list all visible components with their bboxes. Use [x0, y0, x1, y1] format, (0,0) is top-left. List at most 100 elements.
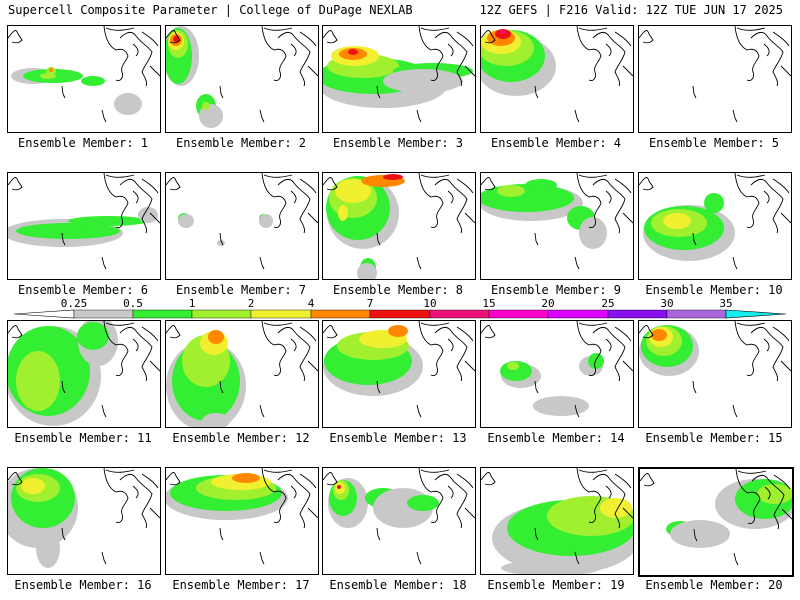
- map-outline: [141, 326, 159, 342]
- ensemble-member-panel: [638, 320, 792, 428]
- map-outline: [376, 85, 381, 99]
- map-outline: [692, 380, 697, 394]
- map-outline: [149, 65, 160, 77]
- ensemble-member-panel: [480, 172, 634, 280]
- scp-contour: [138, 207, 158, 223]
- map-outline: [614, 326, 632, 342]
- scp-contour: [501, 560, 601, 574]
- map-outline: [447, 190, 454, 204]
- map-outline: [418, 468, 444, 523]
- scp-contour: [407, 495, 439, 511]
- map-outline: [772, 178, 790, 194]
- map-outline: [101, 404, 107, 418]
- scp-field: [323, 173, 475, 279]
- map-outline: [456, 473, 474, 489]
- ensemble-member-panel: [165, 25, 319, 133]
- map-outline: [416, 256, 422, 270]
- map-outline: [534, 527, 539, 541]
- map-outline: [261, 468, 287, 523]
- ensemble-member-panel: [480, 25, 634, 133]
- scp-contour: [114, 93, 142, 115]
- ensemble-member-label: Ensemble Member: 5: [648, 136, 780, 150]
- scp-field: [481, 173, 633, 270]
- map-outline: [734, 26, 760, 81]
- map-outline: [622, 360, 633, 372]
- ensemble-member-panel: [7, 320, 161, 428]
- map-outline: [8, 30, 23, 44]
- ensemble-member-panel: [322, 25, 476, 133]
- ensemble-member-label: Ensemble Member: 7: [175, 283, 307, 297]
- map-outline: [736, 322, 766, 326]
- map-outline: [105, 322, 135, 326]
- map-outline: [141, 178, 159, 194]
- map-outline: [8, 325, 23, 339]
- map-outline: [307, 360, 318, 372]
- scp-field: [166, 468, 318, 565]
- map-outline: [119, 473, 153, 529]
- map-outline: [307, 507, 318, 519]
- scp-field: [166, 173, 318, 270]
- scp-contour: [16, 223, 120, 239]
- map-outline: [534, 380, 539, 394]
- colorbar-segment: [547, 309, 609, 319]
- scp-contour: [338, 205, 348, 221]
- scp-contour: [525, 179, 557, 191]
- map-outline: [132, 190, 139, 204]
- map-outline: [323, 325, 338, 339]
- map-outline: [764, 486, 771, 500]
- map-outline: [592, 473, 626, 529]
- map-outline: [574, 256, 580, 270]
- ensemble-member-label: Ensemble Member: 13: [329, 431, 467, 445]
- map-outline: [416, 109, 422, 123]
- scp-contour: [348, 49, 358, 55]
- map-outline: [149, 507, 160, 519]
- map-outline: [141, 473, 159, 489]
- ensemble-member-panel: [7, 172, 161, 280]
- colorbar-segment: [607, 309, 668, 319]
- scp-contour: [173, 36, 179, 42]
- scp-contour: [497, 185, 525, 197]
- map-outline: [605, 485, 612, 499]
- colorbar: [13, 309, 787, 319]
- ensemble-member-label: Ensemble Member: 15: [645, 431, 783, 445]
- map-outline: [605, 338, 612, 352]
- ensemble-member-panel: [638, 467, 794, 577]
- valid-time: 12Z GEFS | F216 Valid: 12Z TUE JUN 17 20…: [479, 3, 783, 17]
- map-outline: [263, 469, 293, 473]
- map-outline: [290, 485, 297, 499]
- map-outline: [420, 27, 450, 31]
- map-outline: [464, 360, 475, 372]
- map-outline: [481, 30, 496, 44]
- map-outline: [750, 326, 784, 382]
- map-outline: [639, 30, 654, 44]
- scp-contour: [178, 214, 194, 228]
- scp-field: [8, 26, 160, 123]
- map-outline: [132, 43, 139, 57]
- map-outline: [464, 507, 475, 519]
- ensemble-member-label: Ensemble Member: 8: [332, 283, 464, 297]
- scp-field: [323, 321, 475, 418]
- ensemble-member-panel: [480, 320, 634, 428]
- map-outline: [605, 43, 612, 57]
- colorbar-tick-label: 0.5: [123, 297, 143, 310]
- map-outline: [481, 177, 496, 191]
- map-outline: [299, 178, 317, 194]
- map-outline: [166, 472, 181, 486]
- ensemble-member-panel: [638, 25, 792, 133]
- ensemble-member-label: Ensemble Member: 11: [14, 431, 152, 445]
- map-outline: [307, 212, 318, 224]
- ensemble-member-label: Ensemble Member: 1: [17, 136, 149, 150]
- colorbar-segment: [369, 309, 431, 319]
- scp-contour: [81, 76, 105, 86]
- map-outline: [576, 468, 602, 523]
- map-outline: [166, 325, 181, 339]
- scp-contour: [202, 102, 210, 110]
- colorbar-segment: [488, 309, 549, 319]
- map-outline: [418, 26, 444, 81]
- colorbar-segment: [666, 309, 727, 319]
- map-outline: [149, 360, 160, 372]
- map-outline: [693, 528, 698, 542]
- map-outline: [732, 256, 738, 270]
- scp-field: [639, 173, 791, 270]
- map-outline: [732, 109, 738, 123]
